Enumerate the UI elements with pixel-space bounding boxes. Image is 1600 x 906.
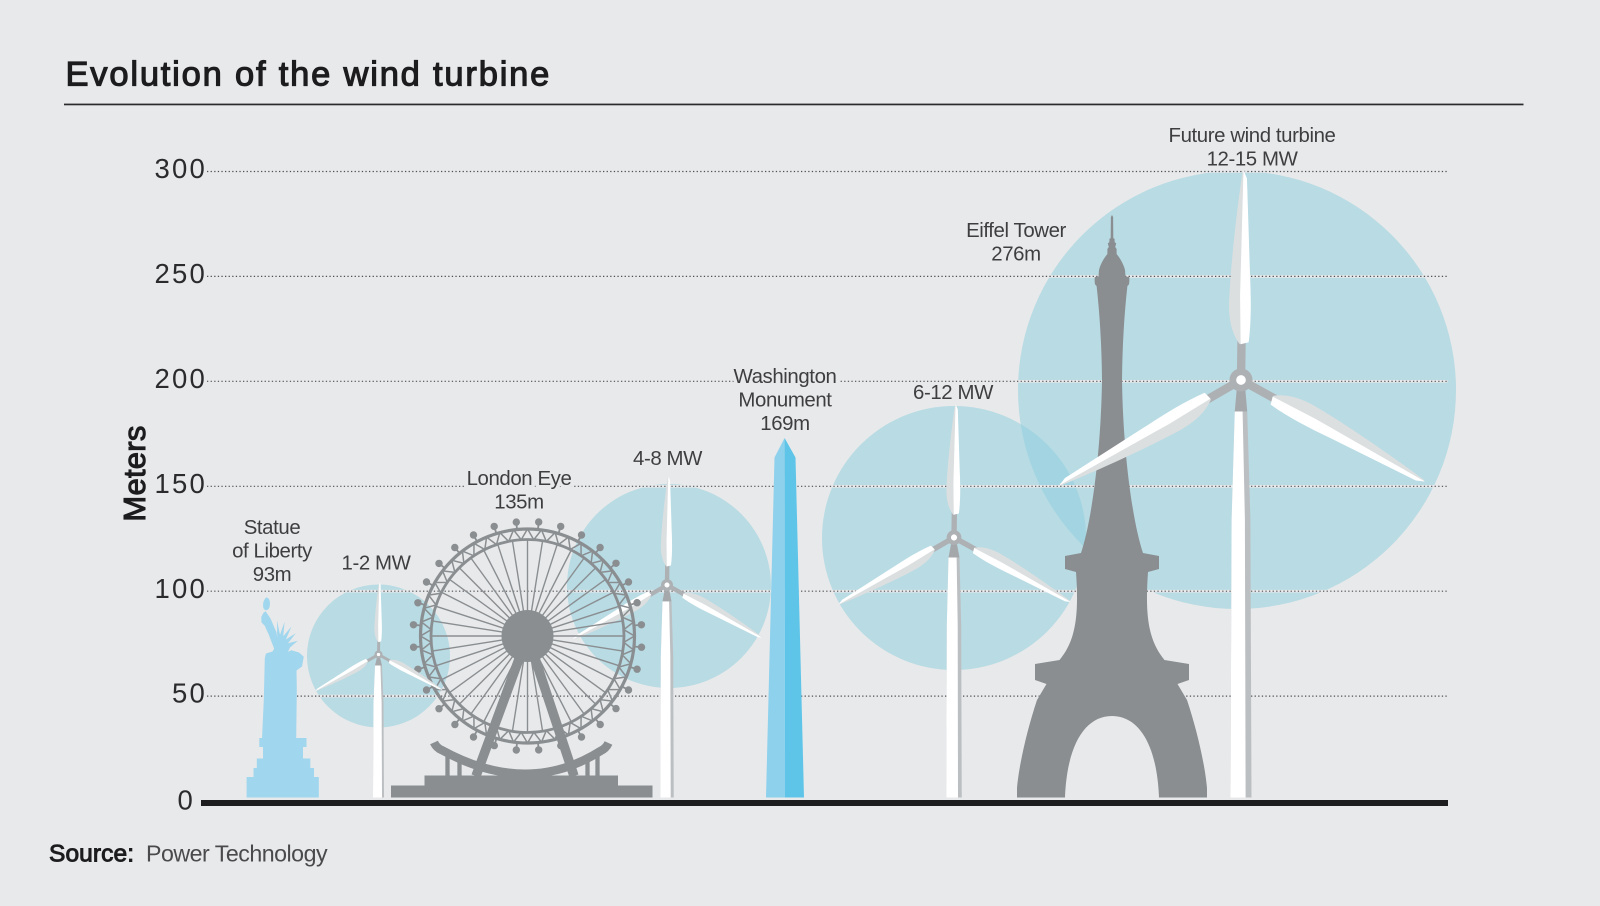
svg-text:300: 300 [155,153,207,184]
svg-text:6-12 MW: 6-12 MW [913,382,994,404]
svg-text:Meters: Meters [117,425,152,521]
svg-text:250: 250 [155,258,207,289]
svg-text:Evolution of the wind turbine: Evolution of the wind turbine [66,56,552,94]
svg-text:Power Technology: Power Technology [146,841,328,867]
svg-text:0: 0 [178,785,196,816]
svg-text:100: 100 [155,573,207,604]
svg-text:1-2 MW: 1-2 MW [342,553,412,575]
svg-text:150: 150 [155,468,207,499]
svg-text:50: 50 [172,678,207,709]
svg-text:4-8 MW: 4-8 MW [633,448,703,470]
svg-text:200: 200 [155,363,207,394]
svg-text:Source:: Source: [49,841,134,868]
